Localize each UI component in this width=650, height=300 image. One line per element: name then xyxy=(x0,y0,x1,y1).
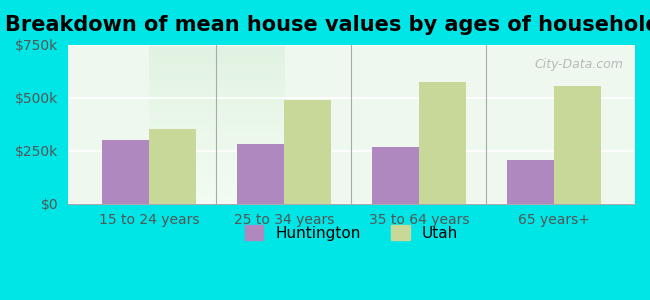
Title: Breakdown of mean house values by ages of householders: Breakdown of mean house values by ages o… xyxy=(5,15,650,35)
Bar xyxy=(507,160,554,204)
Bar xyxy=(419,82,466,204)
Legend: Huntington, Utah: Huntington, Utah xyxy=(239,219,464,247)
Bar xyxy=(554,86,601,204)
Bar xyxy=(237,144,284,204)
Bar xyxy=(149,128,196,204)
Bar xyxy=(372,147,419,204)
Bar xyxy=(284,100,332,204)
Text: City-Data.com: City-Data.com xyxy=(535,58,623,70)
Bar xyxy=(101,140,149,204)
